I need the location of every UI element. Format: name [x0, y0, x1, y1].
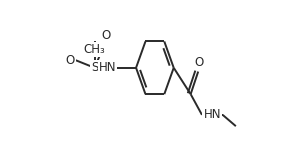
Text: S: S — [91, 61, 98, 74]
Text: O: O — [195, 56, 204, 69]
Text: O: O — [101, 29, 110, 42]
Text: HN: HN — [203, 108, 221, 121]
Text: HN: HN — [99, 61, 116, 74]
Text: CH₃: CH₃ — [84, 43, 106, 56]
Text: O: O — [65, 54, 75, 67]
